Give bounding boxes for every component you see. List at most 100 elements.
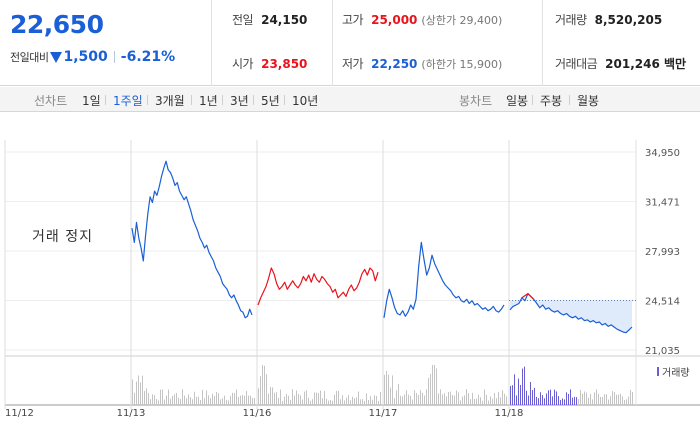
volume-bar bbox=[474, 398, 475, 405]
volume-bar bbox=[432, 365, 433, 405]
volume-bar bbox=[434, 365, 435, 405]
volume-bar bbox=[632, 391, 633, 405]
volume-bar bbox=[442, 394, 443, 405]
volume-bar bbox=[282, 400, 283, 405]
x-tick-label: 11/18 bbox=[495, 408, 524, 419]
turnover-stat: 거래대금 201,246 백만 bbox=[555, 55, 686, 72]
volume-bar bbox=[610, 396, 611, 405]
volume-bar bbox=[388, 374, 389, 405]
volume-legend: 거래량 bbox=[657, 367, 690, 379]
divider bbox=[113, 51, 115, 63]
volume-bar bbox=[270, 387, 271, 405]
volume-bar bbox=[238, 397, 239, 405]
volume-bar bbox=[248, 395, 249, 405]
period-tab-3m[interactable]: 3개월 bbox=[155, 94, 185, 108]
change-percent: -6.21% bbox=[120, 49, 176, 65]
volume-bar bbox=[626, 399, 627, 405]
volume-bar bbox=[458, 392, 459, 405]
quote-header: 22,650 전일대비 1,500 -6.21% 전일 24,150 시가 23… bbox=[0, 0, 700, 86]
chart-grid bbox=[4, 140, 700, 409]
volume-bar bbox=[194, 391, 195, 405]
volume-bar bbox=[288, 395, 289, 405]
volume-bar bbox=[184, 395, 185, 405]
volume-bar bbox=[498, 392, 499, 405]
volume-bar bbox=[410, 395, 411, 405]
volume-bar bbox=[296, 390, 297, 405]
volume-bar bbox=[218, 393, 219, 405]
volume-bar bbox=[598, 393, 599, 405]
volume-bar bbox=[524, 366, 525, 405]
price-line-11-13 bbox=[131, 160, 253, 319]
volume-bar bbox=[154, 395, 155, 405]
volume-bar bbox=[136, 381, 137, 405]
volume-bar bbox=[518, 378, 519, 405]
volume-bar bbox=[480, 397, 481, 405]
volume-bar bbox=[280, 389, 281, 405]
volume-bar bbox=[392, 375, 393, 405]
volume-bar bbox=[512, 385, 513, 405]
volume-bar bbox=[558, 396, 559, 405]
volume-bar bbox=[330, 400, 331, 405]
open-label: 시가 bbox=[232, 57, 254, 71]
lower-limit: (하한가 15,900) bbox=[421, 58, 503, 71]
divider bbox=[147, 95, 148, 105]
volume-bar bbox=[374, 395, 375, 405]
volume-bar bbox=[174, 394, 175, 405]
volume-bar bbox=[260, 376, 261, 405]
volume-bar bbox=[552, 396, 553, 405]
volume-bar bbox=[538, 398, 539, 405]
period-tab-1y[interactable]: 1년 bbox=[199, 94, 218, 108]
volume-bar bbox=[172, 395, 173, 405]
period-tab-3y[interactable]: 3년 bbox=[230, 94, 249, 108]
volume-bar bbox=[414, 390, 415, 405]
volume-bar bbox=[370, 396, 371, 405]
period-tab-1w[interactable]: 1주일 bbox=[113, 94, 143, 108]
volume-bar bbox=[226, 399, 227, 405]
candle-tab-monthly[interactable]: 월봉 bbox=[577, 94, 600, 108]
volume-bar bbox=[564, 399, 565, 405]
volume-bar bbox=[622, 396, 623, 405]
y-tick-label: 31,471 bbox=[645, 198, 680, 209]
prev-close-stat: 전일 24,150 bbox=[232, 11, 307, 28]
volume-bar bbox=[588, 397, 589, 405]
price-line-11-16 bbox=[257, 267, 379, 306]
volume-bar bbox=[298, 393, 299, 405]
volume-bar bbox=[486, 394, 487, 405]
volume-bar bbox=[344, 400, 345, 405]
volume-bar bbox=[354, 398, 355, 405]
volume-bar bbox=[536, 396, 537, 405]
volume-bar bbox=[222, 398, 223, 405]
volume-bar bbox=[266, 374, 267, 405]
volume-bar bbox=[444, 393, 445, 405]
volume-bar bbox=[400, 395, 401, 405]
period-bar: 선차트 1일 1주일 3개월 1년 3년 5년 10년 봉차트 일봉 주봉 월봉 bbox=[0, 87, 700, 112]
volume-bar bbox=[528, 395, 529, 405]
volume-legend-swatch bbox=[657, 367, 659, 376]
volume-bar bbox=[164, 399, 165, 405]
candle-tab-weekly[interactable]: 주봉 bbox=[540, 94, 563, 108]
candle-tab-daily[interactable]: 일봉 bbox=[506, 94, 529, 108]
volume-bar bbox=[306, 390, 307, 405]
volume-bar bbox=[358, 391, 359, 405]
period-tab-1d[interactable]: 1일 bbox=[82, 94, 101, 108]
volume-bar bbox=[438, 393, 439, 405]
volume-bar bbox=[328, 400, 329, 405]
volume-bar bbox=[572, 397, 573, 405]
divider bbox=[332, 0, 333, 86]
volume-bar bbox=[372, 399, 373, 405]
volume-bar bbox=[152, 394, 153, 405]
volume-bar bbox=[198, 396, 199, 405]
volume-bar bbox=[206, 390, 207, 405]
volume-bar bbox=[454, 395, 455, 405]
volume-bar bbox=[466, 389, 467, 405]
period-tab-5y[interactable]: 5년 bbox=[261, 94, 280, 108]
volume-bar bbox=[204, 398, 205, 405]
period-tab-10y[interactable]: 10년 bbox=[292, 94, 319, 108]
divider bbox=[191, 95, 192, 105]
volume-bar bbox=[560, 399, 561, 405]
volume-bar bbox=[176, 392, 177, 405]
volume-bar bbox=[582, 393, 583, 405]
volume-bar bbox=[336, 391, 337, 405]
volume-bar bbox=[386, 370, 387, 405]
volume-bar bbox=[168, 389, 169, 405]
